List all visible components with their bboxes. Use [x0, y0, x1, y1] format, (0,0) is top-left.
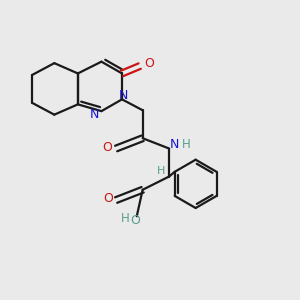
- Text: N: N: [119, 89, 128, 102]
- Text: O: O: [144, 57, 154, 70]
- Text: O: O: [130, 214, 140, 227]
- Text: H: H: [157, 166, 165, 176]
- Text: H: H: [121, 212, 130, 225]
- Text: N: N: [170, 139, 179, 152]
- Text: H: H: [182, 139, 190, 152]
- Text: N: N: [89, 108, 99, 121]
- Text: O: O: [103, 192, 113, 205]
- Text: O: O: [102, 141, 112, 154]
